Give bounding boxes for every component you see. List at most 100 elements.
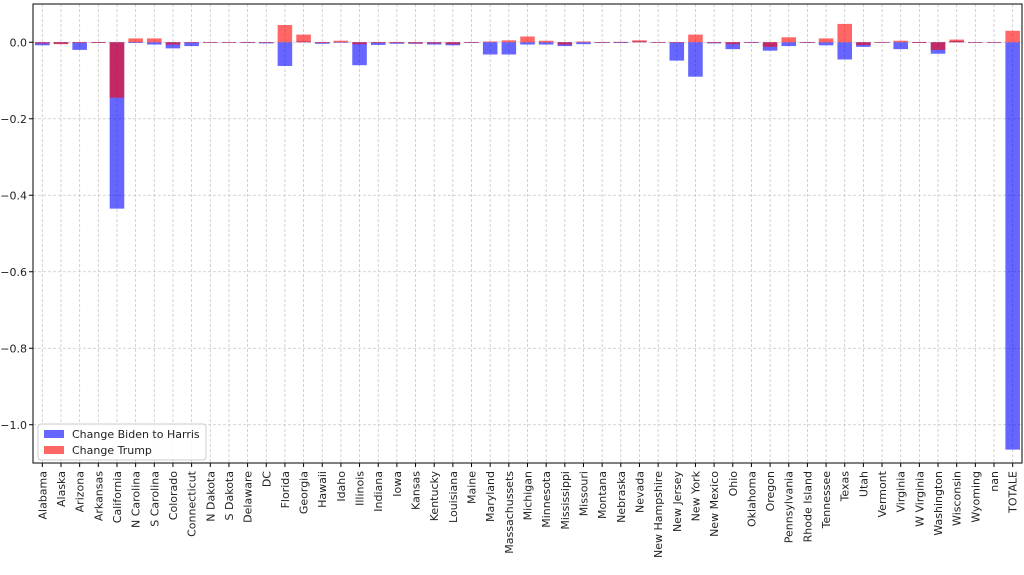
- bar-change-trump-massachussets: [501, 40, 517, 43]
- x-tick-label-nan: nan: [988, 471, 1001, 492]
- bar-change-biden-to-harris-ohio: [725, 42, 741, 50]
- bar-change-trump-delaware: [240, 42, 255, 43]
- bar-change-trump-dc: [258, 42, 274, 43]
- x-tick-label-colorado: Colorado: [167, 471, 180, 520]
- x-tick-label-w-virginia: W Virginia: [913, 471, 926, 527]
- x-tick-label-new-york: New York: [689, 470, 702, 521]
- legend-swatch-change-trump: [44, 446, 64, 454]
- bar-change-trump-w-virginia: [912, 42, 927, 44]
- bar-change-biden-to-harris-maryland: [482, 42, 498, 55]
- x-tick-label-wyoming: Wyoming: [969, 471, 982, 523]
- bar-change-trump-ohio: [725, 42, 741, 45]
- bar-change-trump-virginia: [893, 40, 908, 43]
- x-tick-label-alaska: Alaska: [55, 471, 68, 507]
- bar-change-trump-kentucky: [426, 42, 442, 44]
- x-tick-label-texas: Texas: [839, 471, 852, 503]
- bar-change-biden-to-harris-s-carolina: [147, 42, 162, 45]
- bar-change-trump-new-mexico: [706, 42, 722, 44]
- x-tick-label-idaho: Idaho: [335, 471, 348, 502]
- bar-change-trump-missouri: [576, 41, 591, 43]
- y-tick-label: −0.6: [0, 266, 27, 279]
- bar-change-trump-vermont: [874, 42, 890, 43]
- x-tick-label-pennsylvania: Pennsylvania: [783, 471, 796, 543]
- bar-change-trump-utah: [856, 42, 871, 45]
- x-tick-label-alabama: Alabama: [36, 471, 49, 520]
- bar-change-trump-california: [109, 42, 125, 98]
- bar-change-trump-s-carolina: [147, 38, 162, 43]
- x-tick-label-louisiana: Louisiana: [447, 471, 460, 523]
- x-tick-label-n-dakota: N Dakota: [204, 471, 217, 522]
- bar-change-trump-pennsylvania: [781, 37, 797, 43]
- x-tick-label-arizona: Arizona: [74, 471, 87, 512]
- x-tick-label-georgia: Georgia: [298, 471, 311, 514]
- bar-change-trump-mississippi: [557, 42, 573, 45]
- x-tick-label-delaware: Delaware: [242, 471, 255, 523]
- legend-label-change-biden-to-harris: Change Biden to Harris: [72, 428, 200, 441]
- x-tick-label-connecticut: Connecticut: [186, 470, 199, 537]
- bar-change-trump-indiana: [370, 42, 386, 44]
- x-tick-label-massachussets: Massachussets: [503, 471, 516, 554]
- bar-change-trump-rhode-island: [800, 42, 815, 43]
- x-tick-label-california: California: [111, 471, 124, 523]
- x-tick-label-rhode-island: Rhode Island: [801, 471, 814, 542]
- bar-change-trump-montana: [594, 42, 610, 43]
- bar-change-biden-to-harris-idaho: [333, 42, 349, 43]
- bar-change-trump-texas: [837, 23, 853, 43]
- x-tick-label-new-jersey: New Jersey: [671, 471, 684, 533]
- bar-change-trump-totale: [1005, 30, 1020, 43]
- bar-change-biden-to-harris-arizona: [72, 42, 87, 50]
- bar-change-biden-to-harris-new-jersey: [669, 42, 685, 61]
- bar-change-biden-to-harris-illinois: [352, 42, 367, 66]
- bar-change-biden-to-harris-totale: [1005, 42, 1020, 450]
- y-tick-label: −0.4: [0, 189, 27, 202]
- x-tick-label-arkansas: Arkansas: [92, 471, 105, 521]
- bar-change-trump-connecticut: [184, 42, 199, 43]
- bar-change-trump-nan: [986, 42, 1002, 43]
- x-tick-label-n-carolina: N Carolina: [130, 471, 143, 528]
- x-tick-label-kansas: Kansas: [410, 471, 423, 510]
- bar-change-biden-to-harris-michigan: [520, 42, 535, 45]
- bar-change-trump-wisconsin: [949, 39, 964, 43]
- bar-change-trump-colorado: [165, 42, 181, 45]
- bar-change-biden-to-harris-new-york: [688, 42, 703, 77]
- bar-change-trump-alaska: [53, 42, 69, 45]
- bar-change-trump-illinois: [352, 42, 367, 45]
- x-tick-label-montana: Montana: [596, 471, 609, 519]
- grid-layer: [33, 4, 1022, 463]
- bar-change-trump-new-york: [688, 34, 703, 43]
- bar-change-trump-wyoming: [968, 42, 983, 43]
- bar-change-trump-oklahoma: [744, 42, 759, 43]
- y-tick-label: −0.2: [0, 113, 27, 126]
- x-tick-label-washington: Washington: [932, 471, 945, 536]
- x-tick-label-tennessee: Tennessee: [820, 471, 833, 530]
- x-tick-label-mississippi: Mississippi: [559, 471, 572, 530]
- bar-change-biden-to-harris-pennsylvania: [781, 42, 797, 47]
- bar-change-biden-to-harris-connecticut: [184, 42, 199, 47]
- bar-change-trump-minnesota: [538, 40, 554, 43]
- bar-change-trump-tennessee: [818, 38, 834, 43]
- bar-change-biden-to-harris-alabama: [35, 42, 50, 46]
- x-tick-label-new-hampshire: New Hampshire: [652, 471, 665, 558]
- x-tick-label-oklahoma: Oklahoma: [745, 471, 758, 527]
- bar-change-biden-to-harris-tennessee: [818, 42, 834, 46]
- x-tick-label-wisconsin: Wisconsin: [951, 471, 964, 526]
- bar-change-trump-new-jersey: [669, 42, 685, 43]
- bar-change-trump-washington: [930, 42, 946, 50]
- bar-change-biden-to-harris-nebraska: [613, 42, 629, 44]
- y-tick-label: −0.8: [0, 342, 27, 355]
- x-tick-label-new-mexico: New Mexico: [708, 471, 721, 537]
- bar-change-trump-n-dakota: [202, 42, 218, 43]
- bar-change-trump-alabama: [35, 42, 50, 44]
- bar-change-trump-n-carolina: [128, 38, 143, 43]
- x-tick-label-utah: Utah: [857, 471, 870, 497]
- x-tick-label-ohio: Ohio: [727, 471, 740, 497]
- ticks-layer: 0.0 −0.2 −0.4 −0.6 −0.8 −1.0 Alabama Alaska Ariz…: [0, 36, 1019, 558]
- bar-change-biden-to-harris-minnesota: [538, 42, 554, 45]
- x-tick-label-maryland: Maryland: [484, 471, 497, 522]
- legend-box: [37, 423, 207, 461]
- bar-change-trump-iowa: [389, 42, 405, 44]
- bar-change-trump-nebraska: [613, 41, 629, 43]
- x-tick-label-virginia: Virginia: [895, 471, 908, 512]
- bar-change-trump-s-dakota: [221, 42, 237, 43]
